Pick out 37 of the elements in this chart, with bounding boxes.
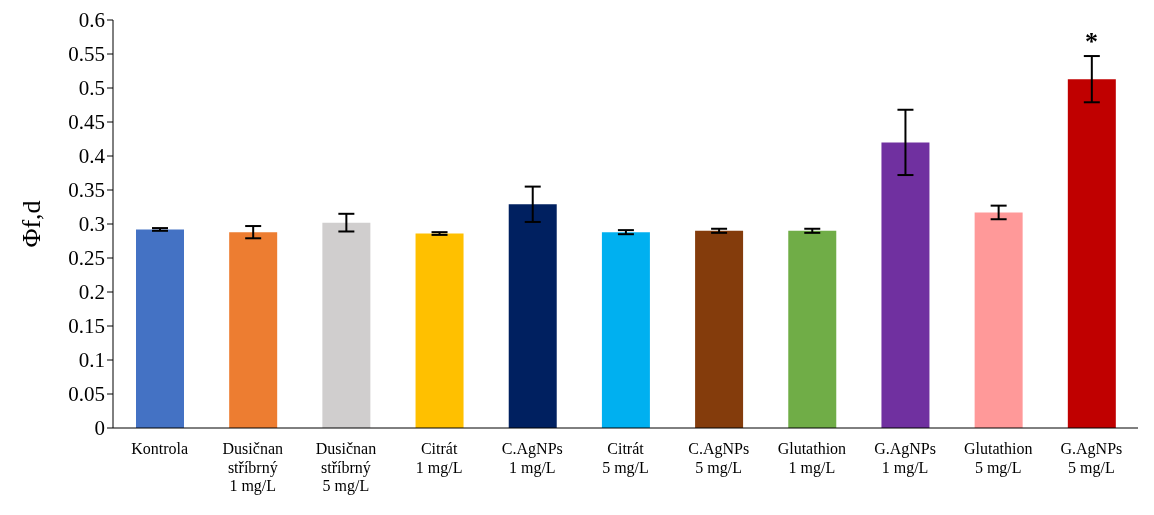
y-tick-label: 0.5	[78, 76, 105, 101]
bar	[1067, 79, 1116, 428]
x-tick-label: Glutathion 5 mg/L	[964, 440, 1033, 477]
y-tick-label: 0.2	[78, 280, 105, 305]
y-tick-label: 0.05	[68, 382, 105, 407]
bar	[136, 229, 184, 428]
x-tick-label: Citrát 1 mg/L	[415, 440, 463, 477]
bar	[415, 233, 464, 428]
x-tick-label: Glutathion 1 mg/L	[777, 440, 847, 477]
bar	[322, 222, 371, 428]
y-tick-label: 0.25	[68, 246, 105, 271]
y-tick-label: 0.45	[68, 110, 105, 135]
x-tick-label: Dusičnan stříbrný 1 mg/L	[222, 440, 283, 496]
x-tick-label: Kontrola	[131, 440, 189, 458]
bar	[508, 204, 557, 428]
y-axis-title: Φf,d	[17, 200, 47, 248]
x-tick-label: C.AgNPs 1 mg/L	[501, 440, 563, 477]
y-tick-label: 0.6	[78, 8, 105, 33]
y-tick-label: 0.1	[78, 348, 105, 373]
x-tick-label: C.AgNPs 5 mg/L	[688, 440, 750, 477]
bar	[229, 232, 278, 428]
bar	[788, 230, 837, 428]
bar	[695, 230, 744, 428]
y-tick-label: 0.15	[68, 314, 105, 339]
bar	[974, 212, 1023, 428]
y-tick-label: 0	[94, 416, 105, 441]
x-tick-label: Dusičnan stříbrný 5 mg/L	[315, 440, 377, 496]
y-tick-label: 0.35	[68, 178, 105, 203]
y-tick-label: 0.4	[78, 144, 106, 169]
x-tick-label: G.AgNPs 1 mg/L	[874, 440, 936, 477]
bar	[601, 232, 650, 428]
x-tick-label: G.AgNPs 5 mg/L	[1060, 440, 1123, 477]
bar	[881, 142, 930, 428]
annotation: *	[1084, 27, 1098, 57]
y-tick-label: 0.55	[68, 42, 105, 67]
y-tick-label: 0.3	[78, 212, 105, 237]
x-tick-label: Citrát 5 mg/L	[602, 440, 649, 477]
